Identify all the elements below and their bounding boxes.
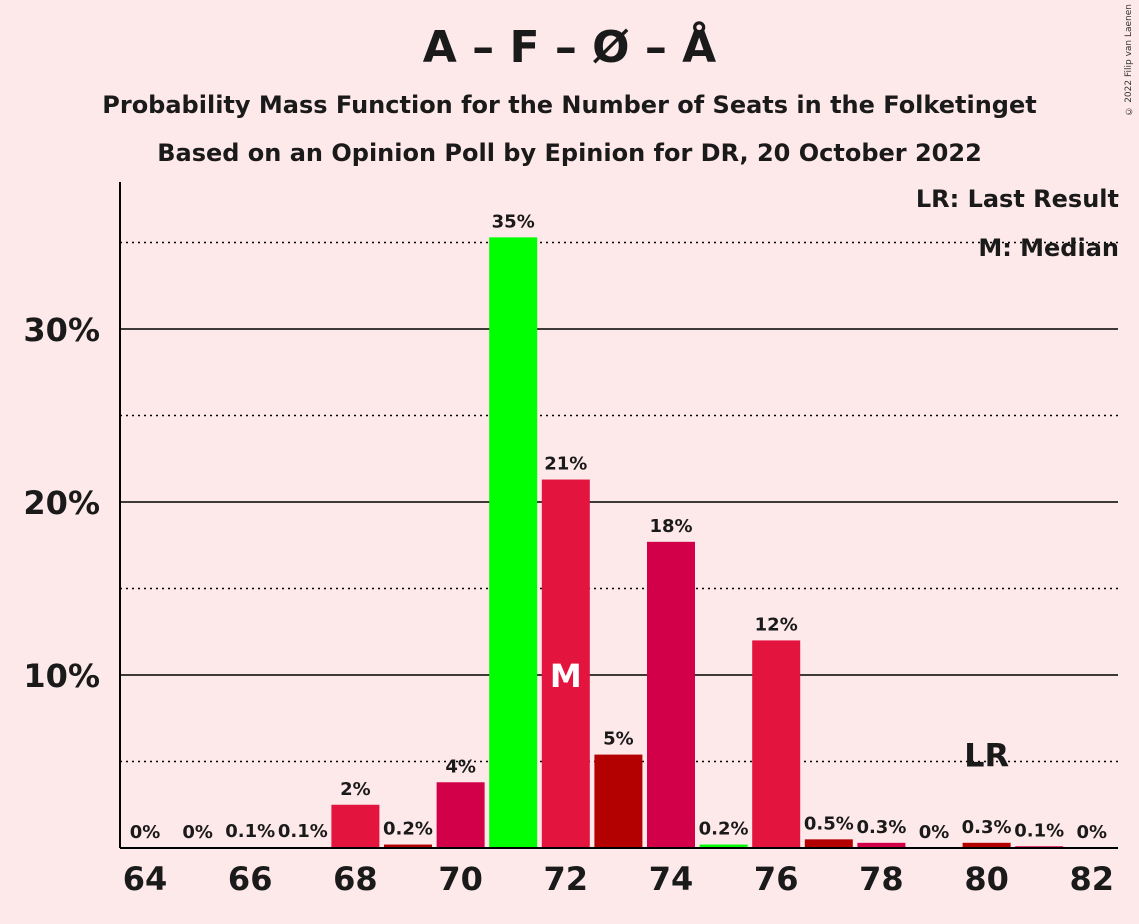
bar <box>331 804 380 848</box>
legend-last-result: LR: Last Result <box>915 185 1119 213</box>
median-marker: M <box>550 657 582 695</box>
x-tick-label: 68 <box>333 860 378 898</box>
bar <box>752 640 801 848</box>
bar <box>594 754 643 848</box>
chart-subtitle-source: Based on an Opinion Poll by Epinion for … <box>157 139 982 167</box>
bar-value-label: 0.2% <box>383 819 433 840</box>
bar-value-label: 0% <box>919 822 950 843</box>
bar-value-label: 2% <box>340 779 371 800</box>
last-result-marker: LR <box>964 737 1009 775</box>
bar-value-label: 0.1% <box>225 821 275 842</box>
bar <box>699 844 748 848</box>
bar-value-label: 12% <box>755 614 798 635</box>
x-tick-label: 70 <box>438 860 483 898</box>
x-tick-label: 74 <box>649 860 694 898</box>
bar-value-label: 0.3% <box>962 817 1012 838</box>
chart-title: A – F – Ø – Å <box>422 22 717 73</box>
bar-value-label: 0.2% <box>699 819 749 840</box>
bar-value-label: 4% <box>445 756 476 777</box>
x-tick-label: 66 <box>228 860 273 898</box>
x-tick-label: 80 <box>964 860 1009 898</box>
bar <box>962 842 1011 848</box>
bar <box>541 479 590 848</box>
y-tick-label: 20% <box>23 484 100 522</box>
bar-value-label: 0.5% <box>804 813 854 834</box>
bar-value-label: 35% <box>492 211 535 232</box>
y-tick-label: 10% <box>23 657 100 695</box>
chart-subtitle: Probability Mass Function for the Number… <box>102 91 1037 119</box>
x-tick-label: 72 <box>544 860 589 898</box>
x-tick-label: 64 <box>123 860 168 898</box>
bar-value-label: 0% <box>1077 822 1108 843</box>
bar-value-label: 0.1% <box>278 821 328 842</box>
legend-median: M: Median <box>978 234 1119 262</box>
x-tick-label: 78 <box>859 860 904 898</box>
x-tick-label: 82 <box>1070 860 1115 898</box>
x-tick-label: 76 <box>754 860 799 898</box>
bar <box>804 839 853 848</box>
bar-value-label: 0.1% <box>1014 820 1064 841</box>
bar-value-label: 18% <box>649 516 692 537</box>
bar <box>489 237 538 849</box>
bar-value-label: 0.3% <box>856 817 906 838</box>
bar-value-label: 21% <box>544 454 587 475</box>
bar <box>857 842 906 848</box>
bar-value-label: 5% <box>603 729 634 750</box>
bar <box>436 782 485 848</box>
bar-value-label: 0% <box>182 822 213 843</box>
bar <box>647 541 695 848</box>
y-tick-label: 30% <box>23 311 100 349</box>
bar-value-label: 0% <box>130 822 161 843</box>
bar <box>384 844 432 848</box>
